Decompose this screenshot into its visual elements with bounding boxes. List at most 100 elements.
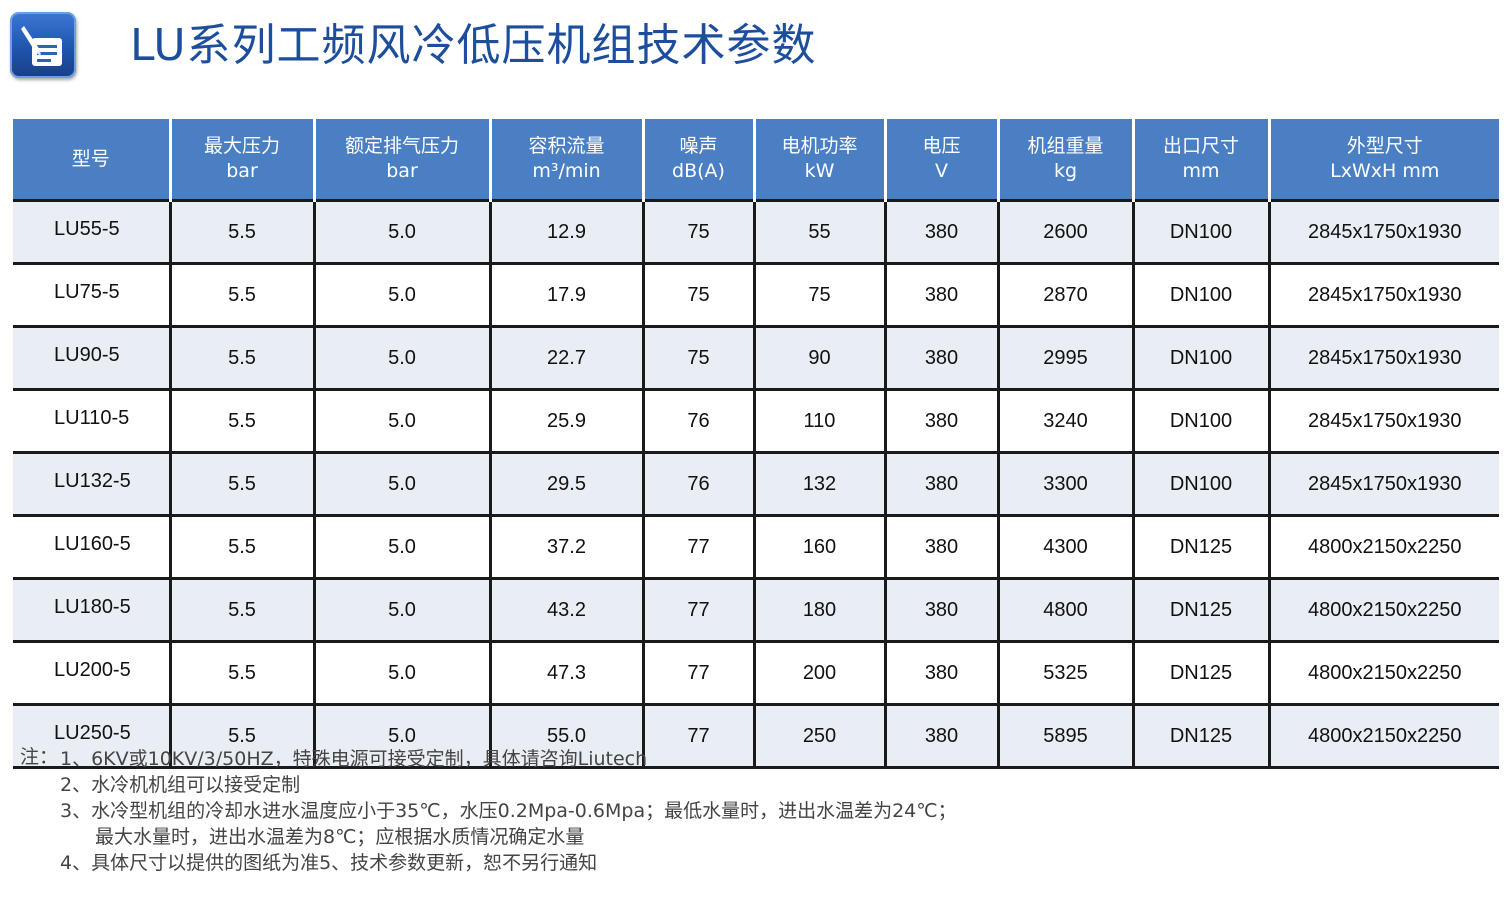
table-cell: 4300 xyxy=(996,514,1133,579)
table-cell: 5.0 xyxy=(312,325,490,390)
table-cell: DN125 xyxy=(1131,514,1269,579)
header-name: 最大压力 xyxy=(203,135,280,157)
table-cell: 17.9 xyxy=(488,262,643,327)
table-cell: 200 xyxy=(752,640,885,705)
model-cell: LU90-5 xyxy=(13,325,170,390)
model-cell: LU200-5 xyxy=(13,640,170,705)
table-cell: 380 xyxy=(883,514,998,579)
table-cell: 110 xyxy=(752,388,885,453)
header-name: 型号 xyxy=(71,147,110,170)
table-cell: 2600 xyxy=(996,199,1133,264)
table-cell: 29.5 xyxy=(488,451,643,516)
table-cell: 5.5 xyxy=(168,577,314,642)
table-cell: 380 xyxy=(883,199,998,264)
table-cell: 2995 xyxy=(996,325,1133,390)
document-pen-icon xyxy=(10,12,76,78)
table-cell: 5.5 xyxy=(168,703,314,769)
table-cell: 2845x1750x1930 xyxy=(1267,199,1499,264)
table-cell: DN100 xyxy=(1131,199,1269,264)
table-cell: 380 xyxy=(883,262,998,327)
table-cell: 160 xyxy=(752,514,885,579)
table-cell: 5.0 xyxy=(312,703,490,769)
header-name: 外型尺寸 xyxy=(1346,135,1423,157)
header-unit: bar xyxy=(226,160,258,182)
header-cell: 容积流量 m³/min xyxy=(488,119,643,201)
table-cell: 380 xyxy=(883,703,998,769)
table-cell: 22.7 xyxy=(488,325,643,390)
table-cell: 5.5 xyxy=(168,262,314,327)
table-cell: 37.2 xyxy=(488,514,643,579)
table-cell: 2845x1750x1930 xyxy=(1267,388,1499,453)
header-cell: 外型尺寸 LxWxH mm xyxy=(1267,119,1499,201)
spec-table: 型号 最大压力 bar 额定排气压力 bar 容积流量 m³/min 噪声 dB(A) … xyxy=(13,119,1499,769)
header-name: 机组重量 xyxy=(1027,135,1104,157)
note-line: 3、水冷型机组的冷却水进水温度应小于35℃，水压0.2Mpa-0.6Mpa；最低… xyxy=(60,800,957,822)
table-cell: 5.0 xyxy=(312,577,490,642)
table-cell: 380 xyxy=(883,451,998,516)
table-cell: 5.5 xyxy=(168,451,314,516)
table-row: LU75-5 5.5 5.0 17.9 75 75 380 2870 DN100 2845x175… xyxy=(13,262,1499,327)
header-cell: 电压 V xyxy=(883,119,998,201)
header-unit: kg xyxy=(1053,160,1078,182)
table-header-row: 型号 最大压力 bar 额定排气压力 bar 容积流量 m³/min 噪声 dB(A) … xyxy=(13,119,1499,201)
table-cell: 380 xyxy=(883,325,998,390)
header-cell: 机组重量 kg xyxy=(996,119,1133,201)
table-cell: 90 xyxy=(752,325,885,390)
table-cell: 5.0 xyxy=(312,262,490,327)
table-row: LU90-5 5.5 5.0 22.7 75 90 380 2995 DN100 2845x175… xyxy=(13,325,1499,390)
table-cell: 2845x1750x1930 xyxy=(1267,451,1499,516)
table-row: LU132-5 5.5 5.0 29.5 76 132 380 3300 DN100 2845x1… xyxy=(13,451,1499,516)
table-row: LU160-5 5.5 5.0 37.2 77 160 380 4300 DN125 4800x2… xyxy=(13,514,1499,579)
table-cell: 2845x1750x1930 xyxy=(1267,262,1499,327)
table-cell: 3300 xyxy=(996,451,1133,516)
table-cell: 75 xyxy=(641,262,754,327)
model-cell: LU180-5 xyxy=(13,577,170,642)
table-cell: 76 xyxy=(641,451,754,516)
header-cell: 出口尺寸 mm xyxy=(1131,119,1269,201)
table-cell: 75 xyxy=(752,262,885,327)
table-cell: 5.0 xyxy=(312,388,490,453)
header-unit: LxWxH mm xyxy=(1330,160,1440,182)
model-cell: LU75-5 xyxy=(13,262,170,327)
model-cell: LU110-5 xyxy=(13,388,170,453)
table-cell: 380 xyxy=(883,640,998,705)
table-cell: 5.5 xyxy=(168,388,314,453)
title-bar: LU系列工频风冷低压机组技术参数 xyxy=(8,10,1498,84)
table-cell: 132 xyxy=(752,451,885,516)
header-unit: bar xyxy=(386,160,418,182)
table-cell: 5.0 xyxy=(312,199,490,264)
header-cell: 电机功率 kW xyxy=(752,119,885,201)
table-cell: 2845x1750x1930 xyxy=(1267,325,1499,390)
notes-label: 注： xyxy=(20,746,59,768)
table-cell: 3240 xyxy=(996,388,1133,453)
table-row: LU200-5 5.5 5.0 47.3 77 200 380 5325 DN125 4800x2… xyxy=(13,640,1499,705)
table-cell: DN100 xyxy=(1131,262,1269,327)
table-cell: 5.0 xyxy=(312,514,490,579)
table-cell: 5.0 xyxy=(312,640,490,705)
table-cell: 5.5 xyxy=(168,199,314,264)
table-cell: 380 xyxy=(883,388,998,453)
table-cell: 55.0 xyxy=(488,703,643,769)
table-row: LU250-5 5.5 5.0 55.0 77 250 380 5895 DN125 4800x2… xyxy=(13,703,1499,769)
header-unit: m³/min xyxy=(532,160,601,182)
header-cell: 最大压力 bar xyxy=(168,119,314,201)
table-cell: 12.9 xyxy=(488,199,643,264)
note-line: 2、水冷机机组可以接受定制 xyxy=(60,774,301,796)
header-unit: dB(A) xyxy=(672,160,725,182)
note-line: 4、具体尺寸以提供的图纸为准5、技术参数更新，恕不另行通知 xyxy=(60,852,598,874)
header-unit: kW xyxy=(804,160,835,182)
table-cell: 75 xyxy=(641,325,754,390)
table-cell: 77 xyxy=(641,577,754,642)
table-cell: 43.2 xyxy=(488,577,643,642)
table-cell: 25.9 xyxy=(488,388,643,453)
table-body: LU55-5 5.5 5.0 12.9 75 55 380 2600 DN100 2845x175… xyxy=(13,199,1499,769)
table-cell: 75 xyxy=(641,199,754,264)
header-cell: 噪声 dB(A) xyxy=(641,119,754,201)
note-line: 最大水量时，进出水温差为8℃；应根据水质情况确定水量 xyxy=(95,826,585,848)
table-cell: 4800x2150x2250 xyxy=(1267,514,1499,579)
table-cell: 5.5 xyxy=(168,514,314,579)
header-name: 噪声 xyxy=(679,135,718,157)
header-name: 出口尺寸 xyxy=(1162,135,1239,157)
table-cell: 5895 xyxy=(996,703,1133,769)
table-cell: DN125 xyxy=(1131,577,1269,642)
